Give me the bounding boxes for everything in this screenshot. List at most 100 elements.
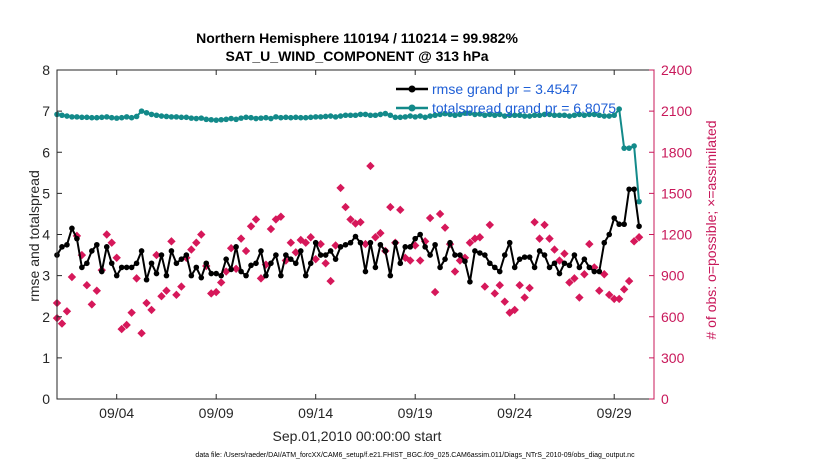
obs-point	[341, 202, 350, 212]
chart-title: Northern Hemisphere 110194 / 110214 = 99…	[196, 30, 518, 46]
totalspread-point	[322, 113, 329, 120]
rmse-point	[422, 244, 428, 250]
totalspread-point	[437, 111, 443, 118]
obs-point	[485, 220, 495, 230]
totalspread-point	[208, 116, 215, 123]
totalspread-point	[591, 111, 598, 118]
obs-point	[226, 244, 236, 253]
obs-point	[107, 238, 116, 247]
rmse-point	[79, 264, 85, 271]
obs-point	[585, 239, 594, 249]
obs-point	[122, 320, 131, 330]
x-tick-label: 09/04	[99, 405, 134, 421]
y-left-tick-label: 7	[42, 103, 50, 119]
rmse-point	[288, 256, 294, 262]
y-right-tick-label: 2100	[661, 103, 692, 119]
obs-point	[147, 305, 156, 315]
rmse-point	[536, 248, 543, 254]
obs-point	[92, 286, 101, 295]
totalspread-point	[387, 112, 394, 119]
rmse-point	[511, 264, 518, 271]
obs-point	[530, 217, 539, 227]
totalspread-point	[342, 112, 349, 119]
totalspread-point	[536, 112, 543, 119]
rmse-point	[332, 256, 339, 262]
totalspread-point	[571, 112, 578, 119]
rmse-point	[472, 248, 478, 254]
obs-point	[216, 278, 226, 287]
totalspread-point	[352, 112, 359, 119]
rmse-point	[631, 186, 637, 193]
totalspread-point	[218, 116, 224, 123]
rmse-point	[153, 270, 160, 277]
rmse-point	[556, 270, 563, 277]
y-right-tick-label: 2400	[661, 62, 692, 78]
totalspread-point	[601, 113, 608, 119]
obs-point	[231, 264, 241, 273]
rmse-point	[327, 248, 334, 254]
totalspread-point	[516, 112, 523, 119]
obs-point	[515, 281, 524, 290]
y-left-tick-label: 0	[42, 391, 50, 407]
rmse-point	[626, 186, 632, 193]
obs-point	[495, 281, 504, 290]
rmse-point	[566, 262, 573, 269]
y-right-tick-label: 1200	[661, 227, 692, 243]
obs-point	[600, 270, 609, 279]
totalspread-point	[94, 114, 100, 121]
totalspread-point	[427, 113, 433, 119]
totalspread-point	[128, 114, 135, 121]
rmse-point	[382, 248, 389, 254]
obs-point	[311, 254, 320, 264]
totalspread-point	[462, 110, 468, 116]
rmse-point	[357, 239, 364, 246]
rmse-point	[407, 244, 414, 250]
obs-point	[356, 217, 365, 227]
totalspread-point	[511, 112, 518, 119]
obs-point	[386, 202, 395, 212]
rmse-point	[521, 254, 528, 260]
totalspread-point	[531, 112, 538, 119]
rmse-point	[278, 272, 284, 279]
obs-point	[162, 286, 171, 295]
obs-point	[520, 293, 529, 302]
rmse-point	[203, 260, 210, 267]
rmse-point	[307, 260, 314, 267]
totalspread-point	[377, 111, 384, 118]
obs-point	[629, 237, 639, 246]
totalspread-point	[452, 112, 458, 119]
rmse-point	[496, 268, 503, 275]
obs-point	[490, 289, 499, 298]
rmse-point	[258, 248, 264, 254]
totalspread-point	[198, 115, 205, 121]
totalspread-point	[362, 111, 369, 118]
obs-point	[212, 287, 221, 297]
totalspread-point	[317, 114, 324, 120]
obs-point	[560, 249, 569, 258]
obs-point	[251, 215, 261, 224]
y-left-tick-label: 2	[42, 309, 50, 325]
totalspread-point	[178, 114, 185, 121]
rmse-point	[148, 260, 155, 267]
rmse-point	[74, 235, 80, 242]
totalspread-point	[501, 113, 508, 119]
totalspread-point	[203, 116, 210, 123]
y-right-tick-label: 300	[661, 350, 685, 366]
totalspread-point	[233, 116, 239, 123]
totalspread-point	[243, 114, 249, 121]
totalspread-point	[268, 115, 274, 122]
x-axis-label: Sep.01,2010 00:00:00 start	[273, 428, 442, 444]
obs-point	[241, 246, 251, 256]
obs-point	[550, 245, 559, 254]
rmse-point	[238, 268, 244, 275]
rmse-point	[163, 272, 170, 279]
totalspread-point	[596, 112, 603, 119]
obs-point	[301, 238, 310, 247]
totalspread-point	[347, 112, 354, 119]
totalspread-point	[447, 111, 453, 118]
rmse-point	[273, 252, 279, 258]
totalspread-point	[327, 113, 334, 119]
y-left-tick-label: 4	[42, 227, 50, 243]
rmse-point	[591, 268, 598, 275]
obs-point	[197, 230, 206, 239]
